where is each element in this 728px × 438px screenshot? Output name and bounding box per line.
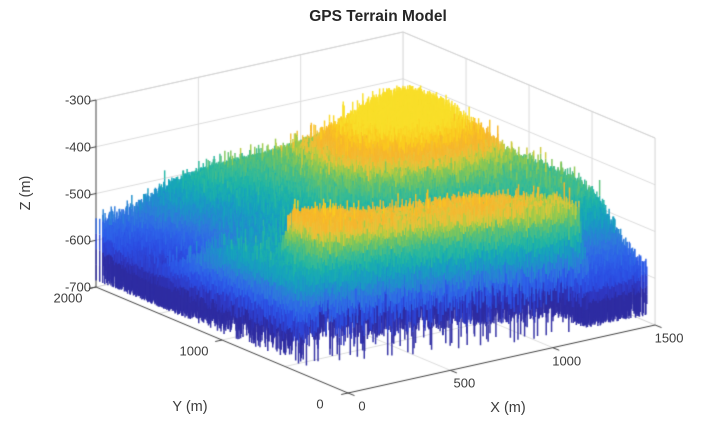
x-axis-label: X (m) — [490, 400, 526, 416]
z-tick-label: -500 — [64, 186, 91, 201]
y-axis-label: Y (m) — [172, 399, 208, 415]
z-tick-label: -400 — [64, 139, 91, 155]
chart-title: GPS Terrain Model — [309, 8, 447, 25]
x-tick-label: 500 — [453, 375, 476, 391]
x-tick-label: 1500 — [654, 330, 684, 346]
y-tick-label: 2000 — [53, 290, 83, 306]
z-tick-label: -300 — [64, 92, 91, 108]
y-tick-label: 1000 — [179, 343, 209, 359]
z-tick-label: -600 — [64, 232, 91, 248]
z-tick-label: -700 — [64, 279, 91, 295]
z-axis-label: Z (m) — [18, 175, 34, 211]
y-tick-label: 0 — [316, 396, 324, 412]
x-tick-label: 0 — [358, 398, 366, 414]
x-tick-label: 1000 — [552, 353, 582, 369]
